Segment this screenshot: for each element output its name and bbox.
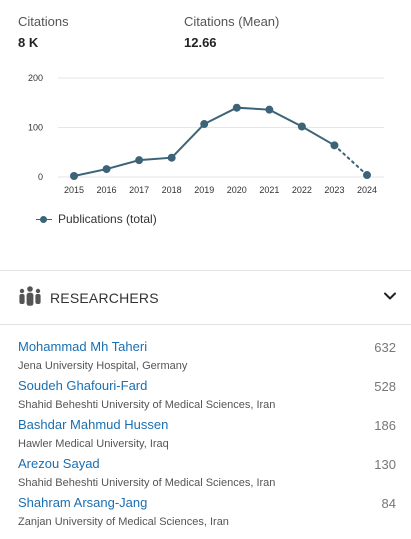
legend-label: Publications (total) xyxy=(58,212,157,226)
series-projection-line xyxy=(333,144,368,177)
researcher-count: 528 xyxy=(374,379,396,394)
researcher-name-link[interactable]: Bashdar Mahmud Hussen xyxy=(18,417,169,432)
researchers-list: Mohammad Mh Taheri Jena University Hospi… xyxy=(18,338,396,533)
researcher-affiliation: Shahid Beheshti University of Medical Sc… xyxy=(18,399,276,411)
researcher-count: 186 xyxy=(374,418,396,433)
researcher-count: 84 xyxy=(381,496,396,511)
y-tick-label: 100 xyxy=(28,123,43,133)
data-point xyxy=(102,165,111,174)
x-tick-label: 2023 xyxy=(324,185,344,195)
data-point xyxy=(200,120,209,129)
x-tick-label: 2022 xyxy=(292,185,312,195)
data-point xyxy=(265,105,274,114)
stats-panel: Citations 8 K Citations (Mean) 12.66 xyxy=(18,14,411,54)
citations-mean-value: 12.66 xyxy=(184,35,217,50)
people-icon xyxy=(19,286,41,306)
researchers-section-title: RESEARCHERS xyxy=(50,290,159,306)
x-tick-label: 2017 xyxy=(129,185,149,195)
section-divider xyxy=(0,324,411,325)
citations-label: Citations xyxy=(18,14,69,29)
researcher-count: 632 xyxy=(374,340,396,355)
data-point xyxy=(70,172,78,181)
citations-mean-label: Citations (Mean) xyxy=(184,14,280,29)
citations-value: 8 K xyxy=(18,35,39,50)
series-line xyxy=(73,106,335,177)
researcher-name-link[interactable]: Mohammad Mh Taheri xyxy=(18,339,148,354)
legend-swatch-icon xyxy=(36,215,52,223)
researcher-count: 130 xyxy=(374,457,396,472)
section-divider xyxy=(0,270,411,271)
list-item: Shahram Arsang-Jang Zanjan University of… xyxy=(18,494,396,533)
list-item: Soudeh Ghafouri-Fard Shahid Beheshti Uni… xyxy=(18,377,396,416)
researcher-affiliation: Shahid Beheshti University of Medical Sc… xyxy=(18,477,276,489)
x-tick-label: 2021 xyxy=(259,185,279,195)
x-tick-label: 2020 xyxy=(227,185,247,195)
x-tick-label: 2024 xyxy=(357,185,377,195)
x-tick-label: 2015 xyxy=(64,185,84,195)
y-tick-label: 200 xyxy=(28,73,43,83)
x-tick-label: 2018 xyxy=(162,185,182,195)
citations-stat: Citations 8 K xyxy=(18,14,69,50)
researcher-name-link[interactable]: Arezou Sayad xyxy=(18,456,100,471)
data-point xyxy=(330,141,339,150)
researcher-name-link[interactable]: Soudeh Ghafouri-Fard xyxy=(18,378,148,393)
data-point xyxy=(297,122,306,131)
data-point xyxy=(232,103,241,112)
data-point xyxy=(135,156,144,165)
list-item: Bashdar Mahmud Hussen Hawler Medical Uni… xyxy=(18,416,396,455)
researcher-affiliation: Jena University Hospital, Germany xyxy=(18,360,188,372)
researcher-name-link[interactable]: Shahram Arsang-Jang xyxy=(18,495,148,510)
chart-legend[interactable]: Publications (total) xyxy=(36,212,157,226)
publications-chart: 0 100 200 2015 2016 2017 2018 2019 2020 2021 2022 2… xyxy=(28,73,384,195)
y-tick-label: 0 xyxy=(38,172,43,182)
chevron-down-icon[interactable] xyxy=(383,291,397,301)
researcher-affiliation: Hawler Medical University, Iraq xyxy=(18,438,169,450)
list-item: Mohammad Mh Taheri Jena University Hospi… xyxy=(18,338,396,377)
x-tick-label: 2019 xyxy=(194,185,214,195)
researchers-section-header[interactable]: RESEARCHERS xyxy=(0,271,411,324)
list-item: Arezou Sayad Shahid Beheshti University … xyxy=(18,455,396,494)
citations-mean-stat: Citations (Mean) 12.66 xyxy=(184,14,279,50)
x-tick-label: 2016 xyxy=(97,185,117,195)
researcher-affiliation: Zanjan University of Medical Sciences, I… xyxy=(18,516,229,528)
data-point xyxy=(363,171,371,180)
data-point xyxy=(167,153,176,162)
